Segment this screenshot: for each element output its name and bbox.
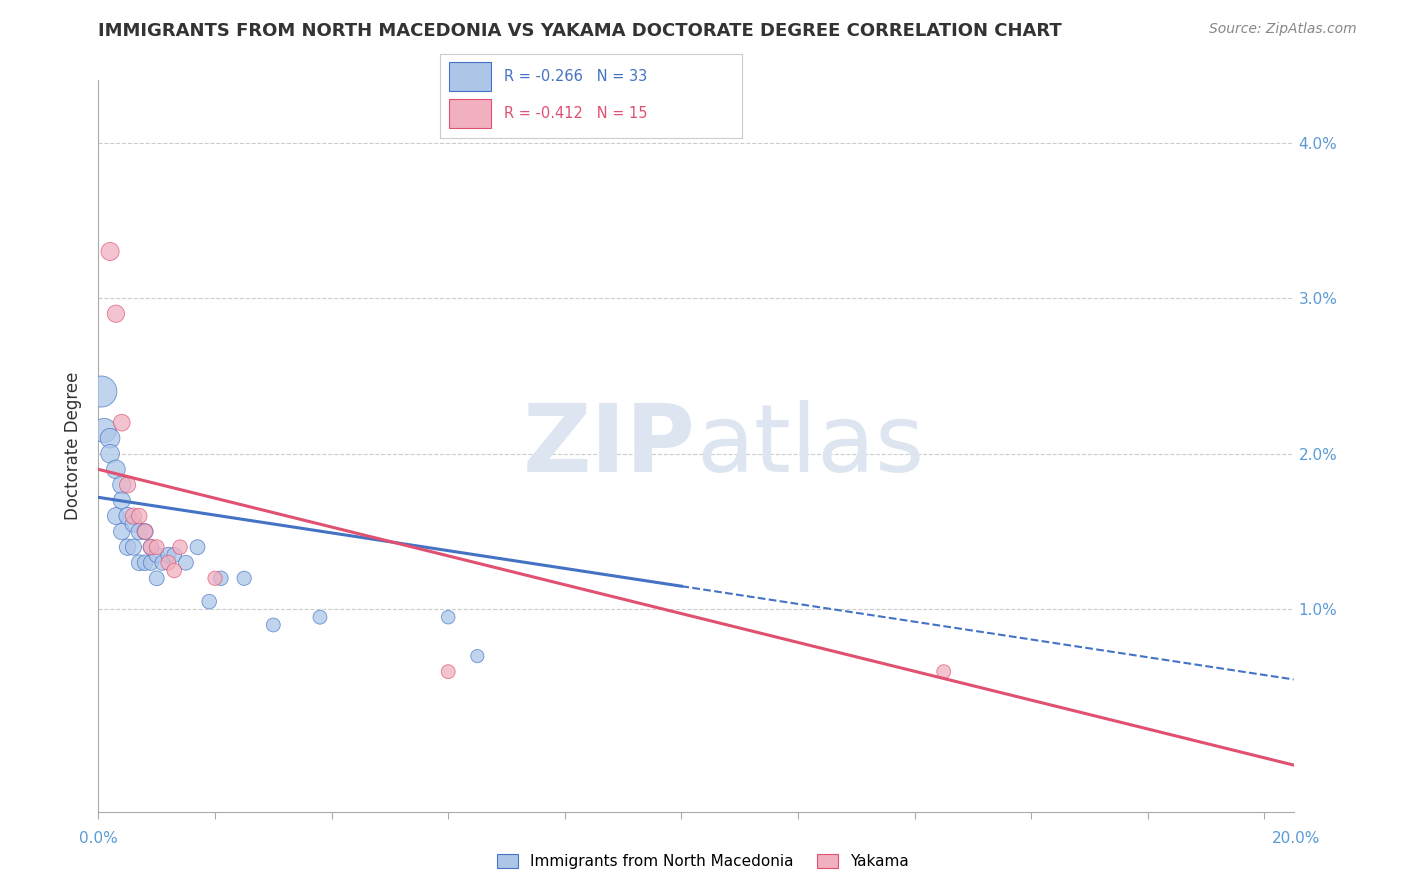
Point bbox=[111, 478, 134, 492]
Point bbox=[186, 540, 208, 554]
Point bbox=[139, 540, 162, 554]
Point bbox=[467, 649, 489, 664]
FancyBboxPatch shape bbox=[449, 99, 492, 128]
Point bbox=[128, 509, 150, 524]
Point bbox=[104, 509, 127, 524]
Point bbox=[169, 540, 191, 554]
Point bbox=[932, 665, 955, 679]
Point bbox=[233, 571, 256, 585]
Point bbox=[104, 307, 127, 321]
FancyBboxPatch shape bbox=[449, 62, 492, 91]
Point bbox=[163, 548, 186, 562]
Point bbox=[128, 524, 150, 539]
Point bbox=[198, 594, 221, 608]
Point bbox=[111, 416, 134, 430]
Point bbox=[122, 509, 145, 524]
Text: ZIP: ZIP bbox=[523, 400, 696, 492]
Legend: Immigrants from North Macedonia, Yakama: Immigrants from North Macedonia, Yakama bbox=[491, 848, 915, 875]
Point bbox=[98, 244, 121, 259]
Text: R = -0.266   N = 33: R = -0.266 N = 33 bbox=[503, 69, 647, 84]
Point bbox=[98, 447, 121, 461]
Point bbox=[209, 571, 232, 585]
Point bbox=[134, 524, 156, 539]
Text: R = -0.412   N = 15: R = -0.412 N = 15 bbox=[503, 106, 647, 121]
Text: 20.0%: 20.0% bbox=[1272, 831, 1320, 846]
Text: 0.0%: 0.0% bbox=[79, 831, 118, 846]
Text: Source: ZipAtlas.com: Source: ZipAtlas.com bbox=[1209, 22, 1357, 37]
Point bbox=[157, 548, 180, 562]
Point bbox=[117, 509, 139, 524]
Point bbox=[117, 478, 139, 492]
Point bbox=[145, 540, 167, 554]
Point bbox=[111, 524, 134, 539]
Point bbox=[262, 618, 284, 632]
Point bbox=[152, 556, 174, 570]
Point bbox=[309, 610, 332, 624]
Point bbox=[122, 516, 145, 531]
Point bbox=[134, 524, 156, 539]
Point bbox=[117, 540, 139, 554]
Point bbox=[145, 571, 167, 585]
Y-axis label: Doctorate Degree: Doctorate Degree bbox=[65, 372, 83, 520]
Point bbox=[139, 540, 162, 554]
Point bbox=[93, 424, 115, 438]
Point bbox=[122, 540, 145, 554]
Text: atlas: atlas bbox=[696, 400, 924, 492]
Point bbox=[111, 493, 134, 508]
Point bbox=[437, 665, 460, 679]
Point bbox=[157, 556, 180, 570]
Point bbox=[174, 556, 197, 570]
Point bbox=[134, 556, 156, 570]
Point bbox=[204, 571, 226, 585]
Point bbox=[145, 548, 167, 562]
Point bbox=[139, 556, 162, 570]
Point bbox=[104, 462, 127, 476]
Point bbox=[98, 431, 121, 445]
Text: IMMIGRANTS FROM NORTH MACEDONIA VS YAKAMA DOCTORATE DEGREE CORRELATION CHART: IMMIGRANTS FROM NORTH MACEDONIA VS YAKAM… bbox=[98, 22, 1062, 40]
Point bbox=[437, 610, 460, 624]
Point bbox=[90, 384, 112, 399]
Point bbox=[163, 564, 186, 578]
Point bbox=[128, 556, 150, 570]
